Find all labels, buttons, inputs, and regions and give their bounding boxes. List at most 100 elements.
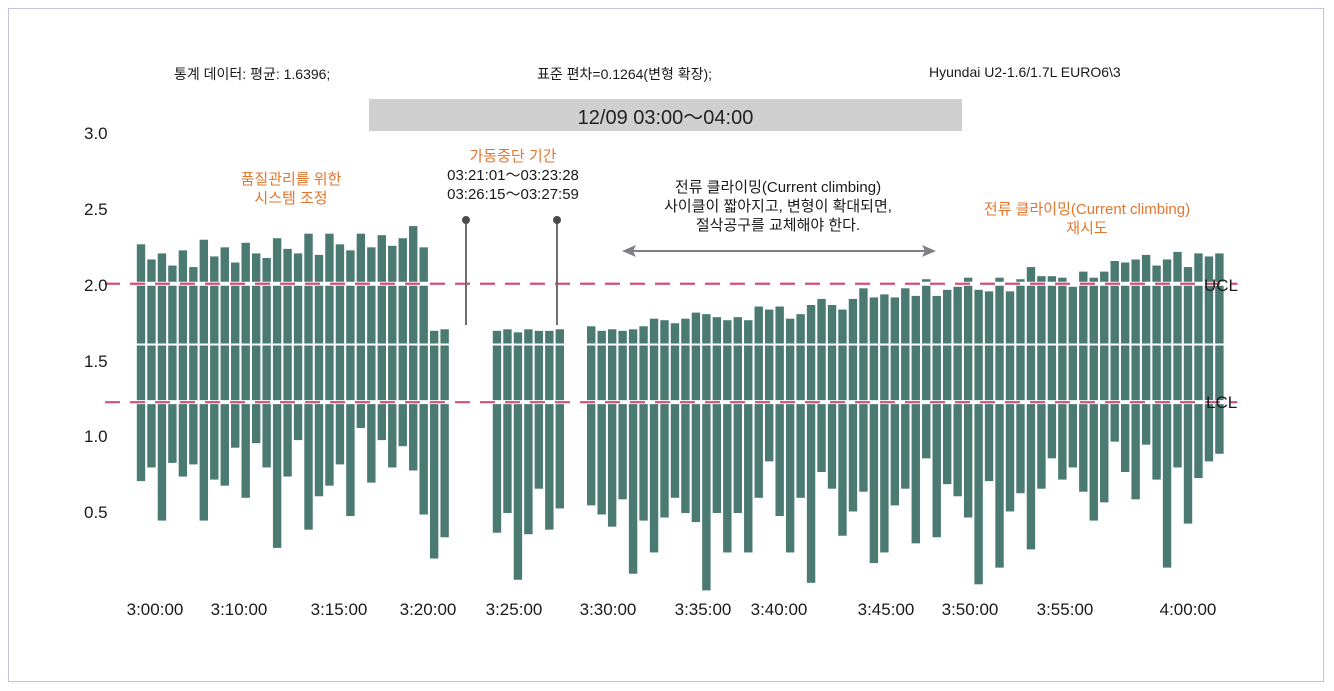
- range-bar: [147, 259, 156, 468]
- range-bar: [419, 247, 428, 515]
- range-bar: [304, 233, 313, 530]
- range-bar: [1037, 276, 1046, 489]
- range-bar: [377, 235, 387, 441]
- range-bar: [691, 312, 701, 523]
- range-bar: [963, 277, 973, 518]
- ytick-label: 3.0: [84, 124, 108, 143]
- xtick-label: 3:25:00: [485, 600, 543, 619]
- range-bar: [806, 305, 816, 583]
- range-bar: [670, 323, 680, 498]
- annotation-line: 품질관리를 위한: [240, 171, 342, 188]
- range-bar: [1215, 253, 1224, 454]
- range-bar: [210, 256, 219, 480]
- range-bar: [901, 288, 910, 489]
- range-bar: [503, 329, 512, 513]
- range-bar: [702, 314, 711, 591]
- annotation-line: 사이클이 짧아지고, 변형이 확대되면,: [664, 198, 892, 215]
- range-bar: [272, 238, 282, 548]
- annotation-retry: 전류 클라이밍(Current climbing) 재시도: [984, 200, 1190, 238]
- downtime-range: 03:26:15～03:27:59: [447, 186, 579, 203]
- range-bar: [492, 330, 502, 533]
- range-bar: [1141, 254, 1151, 445]
- ytick-label: 2.5: [84, 200, 108, 219]
- range-bar: [817, 298, 826, 472]
- annotation-line: 시스템 조정: [254, 190, 328, 207]
- range-bar: [220, 247, 229, 486]
- xtick-label: 3:35:00: [674, 600, 732, 619]
- xtick-label: 3:10:00: [210, 600, 268, 619]
- range-bar: [880, 294, 889, 553]
- downtime-pin-head: [553, 216, 561, 224]
- range-bar: [251, 253, 261, 444]
- range-bar: [534, 330, 544, 489]
- range-bar: [681, 318, 690, 513]
- range-bar: [157, 253, 167, 521]
- model-text: Hyundai U2-1.6/1.7L EURO6\3: [929, 64, 1121, 80]
- ucl-label: UCL: [1204, 276, 1239, 295]
- range-bar: [189, 267, 198, 465]
- range-bar: [283, 248, 292, 477]
- range-bar: [262, 257, 271, 468]
- range-bar: [231, 262, 240, 448]
- range-bar: [1089, 277, 1098, 521]
- range-bar: [932, 295, 941, 538]
- range-bar: [995, 277, 1004, 568]
- range-bar: [1131, 259, 1140, 500]
- range-bar: [712, 317, 722, 513]
- range-bar: [911, 295, 920, 544]
- range-bar: [136, 244, 146, 482]
- range-bar: [639, 326, 648, 521]
- range-bar: [974, 289, 983, 585]
- range-bar: [1047, 276, 1057, 459]
- range-bar: [775, 306, 784, 517]
- range-bar: [429, 330, 439, 559]
- range-bar: [827, 305, 837, 489]
- range-bar: [869, 297, 879, 564]
- range-bar: [1100, 271, 1109, 503]
- range-bar: [785, 318, 795, 553]
- period-banner: 12/09 03:00～04:00: [369, 99, 962, 131]
- ytick-label: 1.5: [84, 352, 108, 371]
- xtick-label: 3:30:00: [579, 600, 637, 619]
- range-bar: [1120, 262, 1130, 472]
- range-bar: [660, 320, 669, 518]
- range-bar: [587, 326, 596, 506]
- range-bar: [293, 253, 303, 441]
- range-bar: [1058, 277, 1067, 480]
- xtick-label: 3:55:00: [1036, 600, 1094, 619]
- range-bar: [335, 244, 345, 465]
- range-bar: [513, 332, 523, 580]
- range-bar: [796, 314, 805, 498]
- arrow-left-head-icon: [622, 245, 636, 257]
- range-bar: [848, 298, 858, 512]
- lcl-label: LCL: [1206, 393, 1238, 412]
- xtick-label: 3:20:00: [399, 600, 457, 619]
- ytick-label: 2.0: [84, 276, 108, 295]
- annotation-current-climbing: 전류 클라이밍(Current climbing) 사이클이 짧아지고, 변형이…: [664, 178, 892, 235]
- range-bar: [1183, 267, 1193, 524]
- range-bar: [388, 245, 397, 468]
- range-bar: [199, 239, 209, 521]
- annotation-line: 재시도: [1066, 220, 1108, 237]
- annotation-line: 절삭공구를 교체해야 한다.: [695, 217, 861, 234]
- ytick-label: 0.5: [84, 503, 108, 522]
- downtime-pin-head: [462, 216, 470, 224]
- stats-mean-text: 통계 데이터: 평균: 1.6396;: [174, 66, 331, 82]
- range-bar: [765, 309, 774, 462]
- range-bar: [314, 254, 324, 497]
- annotation-line: 전류 클라이밍(Current climbing): [674, 179, 882, 196]
- range-bar: [744, 320, 753, 553]
- range-bar: [984, 291, 994, 482]
- chart-title: 12/09 03:00～04:00: [577, 106, 754, 129]
- arrow-right-head-icon: [922, 245, 936, 257]
- range-bar: [859, 288, 868, 492]
- range-bar: [723, 320, 732, 553]
- range-bar: [1173, 251, 1182, 468]
- range-bar: [597, 330, 606, 515]
- range-bar: [545, 330, 554, 530]
- range-bar: [440, 329, 449, 538]
- range-bar: [838, 309, 847, 536]
- range-bar: [1079, 271, 1088, 492]
- annotation-line: 전류 클라이밍(Current climbing): [983, 201, 1191, 218]
